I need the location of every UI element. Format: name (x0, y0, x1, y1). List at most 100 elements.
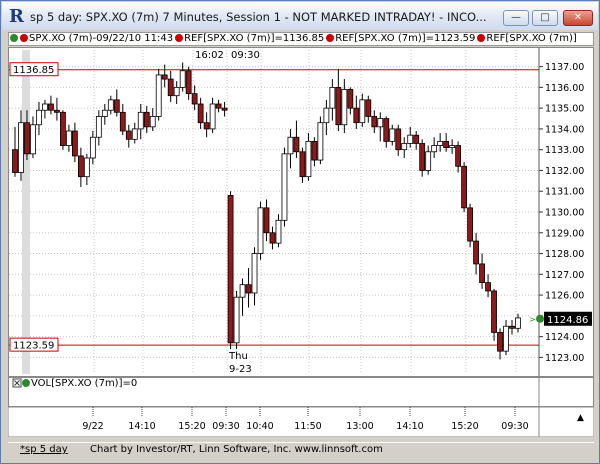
candle (383, 118, 390, 142)
ref-line-label-box (9, 337, 59, 352)
candle (503, 325, 509, 352)
y-tick-label: 1130.00 (545, 208, 584, 219)
candle (197, 103, 204, 124)
candle (365, 99, 372, 117)
candle (275, 219, 282, 244)
y-tick-label: 1135.00 (545, 104, 584, 115)
legend-item[interactable]: REF[SPX.XO (7m)] (486, 33, 577, 44)
candle (293, 136, 300, 153)
candle (473, 240, 479, 265)
candle (95, 116, 102, 138)
y-tick-label: 1132.00 (545, 166, 584, 177)
legend-dot-icon (477, 34, 486, 42)
candle (155, 74, 162, 117)
x-tick-label: 14:10 (128, 421, 155, 432)
legend-dot-icon (10, 34, 18, 42)
investor-rt-logo-icon: R (9, 6, 24, 27)
candle (461, 165, 468, 209)
x-tick-label: 10:40 (246, 421, 273, 432)
candle (18, 122, 24, 173)
y-tick-label: 1123.00 (545, 353, 584, 364)
candle (131, 128, 138, 140)
candle (269, 232, 276, 244)
y-tick-label: 1129.00 (545, 228, 584, 239)
volume-chart (12, 378, 540, 406)
legend-dot-icon (175, 34, 184, 42)
chart-legend: SPX.XO (7m)-09/22/10 11:43 REF[SPX.XO (7m… (8, 32, 594, 46)
candle (509, 325, 515, 329)
candle (407, 134, 414, 144)
chart-tab[interactable]: *sp 5 day (20, 444, 68, 455)
candle (443, 140, 450, 149)
maximize-button[interactable]: □ (532, 10, 558, 26)
x-tick-label: 11:50 (294, 421, 321, 432)
candle (221, 107, 228, 111)
y-tick-label: 1134.00 (545, 124, 584, 135)
candle (437, 140, 444, 146)
candle (467, 207, 473, 242)
price-chart-panel[interactable]: 1123.001124.001125.001126.001127.001128.… (8, 47, 594, 377)
title-bar[interactable]: R sp 5 day: SPX.XO (7m) 7 Minutes, Sessi… (2, 2, 598, 30)
candle (60, 111, 66, 146)
x-tick-label: 9/22 (82, 421, 103, 432)
candle (335, 86, 342, 126)
candle (101, 109, 108, 117)
candle (419, 143, 426, 171)
legend-item[interactable]: REF[SPX.XO (7m)]=1136.85 (184, 33, 325, 44)
volume-label: VOL[SPX.XO (7m)]=0 (21, 378, 137, 389)
candle (173, 86, 180, 97)
session-date-label: Thu (228, 351, 248, 362)
last-price-box (544, 311, 592, 326)
legend-dot-icon (20, 34, 28, 42)
session-date-label: 9-23 (229, 364, 252, 375)
candle (65, 130, 72, 146)
status-bar: *sp 5 day Chart by Investor/RT, Linn Sof… (8, 442, 594, 459)
last-price-arrow-icon: > (529, 315, 536, 324)
last-price-dot-icon (536, 314, 544, 323)
close-button[interactable]: ✕ (563, 10, 593, 26)
candle (341, 89, 348, 126)
y-tick-label: 1136.00 (545, 83, 584, 94)
legend-item[interactable]: SPX.XO (7m)-09/22/10 11:43 (29, 33, 174, 44)
scroll-up-icon[interactable]: ▲ (577, 413, 584, 423)
candle (311, 140, 318, 161)
candle (257, 207, 264, 254)
candle (143, 111, 150, 128)
volume-dot-icon (22, 379, 30, 387)
minimize-button[interactable]: — (503, 10, 529, 26)
candle (245, 284, 252, 294)
y-tick-label: 1133.00 (545, 145, 584, 156)
candle (233, 296, 240, 344)
session-top-label: 09:30 (231, 50, 260, 61)
candle (515, 317, 521, 329)
volume-label-text: VOL[SPX.XO (7m)]=0 (31, 378, 138, 389)
candle (449, 145, 456, 149)
candle (353, 107, 360, 124)
legend-item[interactable]: REF[SPX.XO (7m)]=1123.59 (335, 33, 476, 44)
time-axis[interactable]: ▲ 9/22 14:10 15:20 09:30 10:40 11:50 13:00 14:10… (7, 406, 595, 438)
candle (251, 253, 258, 294)
candle (389, 128, 396, 142)
x-tick-label: 15:20 (451, 421, 478, 432)
candle (209, 103, 216, 130)
price-chart[interactable]: 1123.001124.001125.001126.001127.001128.… (9, 48, 593, 376)
y-tick-label: 1127.00 (545, 270, 584, 281)
candle (287, 136, 294, 155)
candle (395, 128, 402, 151)
candle (425, 151, 432, 171)
candle (479, 263, 485, 284)
candle (167, 78, 174, 97)
y-tick-label: 1137.00 (545, 62, 584, 73)
ref-line-label: 1123.59 (13, 341, 54, 352)
candle (299, 151, 306, 178)
candle (215, 103, 222, 109)
candle (36, 109, 42, 126)
candle (125, 130, 132, 140)
candle (227, 194, 234, 344)
candle (71, 130, 78, 157)
ref-line-label-box (9, 62, 59, 77)
candle (323, 107, 330, 124)
time-axis-labels: ▲ 9/22 14:10 15:20 09:30 10:40 11:50 13:00 14:10… (7, 406, 595, 438)
candle (239, 284, 246, 298)
